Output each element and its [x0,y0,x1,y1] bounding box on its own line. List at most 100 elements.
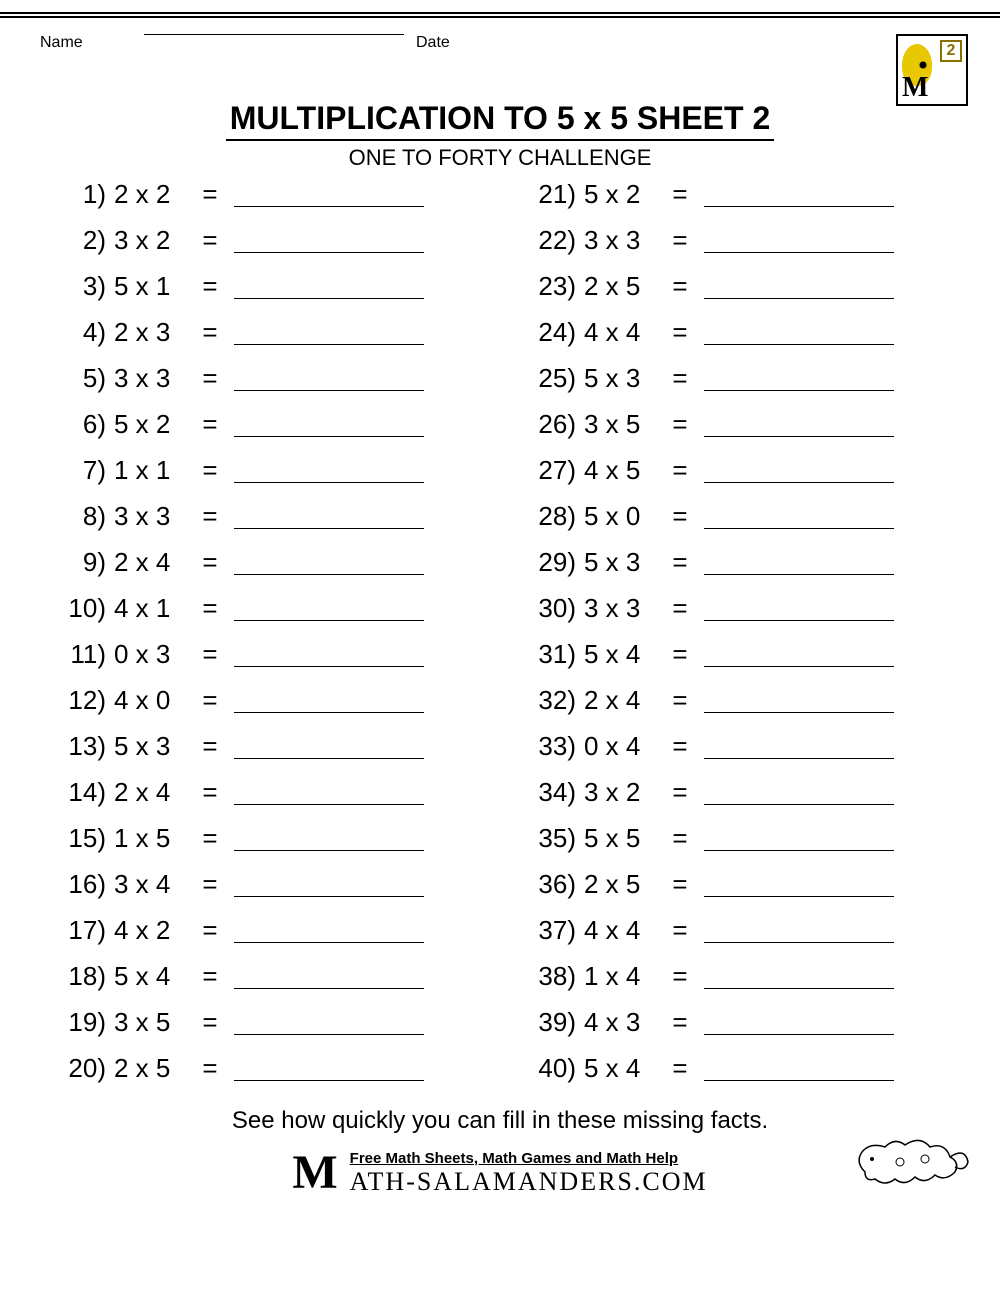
problem-expression: 2 x 4 [114,549,192,575]
problem-row: 5)3 x 3= [60,365,490,391]
equals-sign: = [662,779,698,805]
answer-blank[interactable] [704,187,894,207]
problem-expression: 0 x 3 [114,641,192,667]
problem-number: 5) [60,365,114,391]
answer-blank[interactable] [704,693,894,713]
equals-sign: = [192,411,228,437]
answer-blank[interactable] [704,1015,894,1035]
answer-blank[interactable] [234,923,424,943]
problem-row: 26)3 x 5= [530,411,960,437]
equals-sign: = [662,1009,698,1035]
answer-blank[interactable] [704,371,894,391]
answer-blank[interactable] [234,187,424,207]
equals-sign: = [192,273,228,299]
problem-number: 13) [60,733,114,759]
answer-blank[interactable] [704,279,894,299]
problem-expression: 4 x 2 [114,917,192,943]
problem-row: 7)1 x 1= [60,457,490,483]
badge-m-icon: M [902,74,928,102]
answer-blank[interactable] [234,739,424,759]
answer-blank[interactable] [234,555,424,575]
answer-blank[interactable] [704,325,894,345]
equals-sign: = [192,779,228,805]
problem-row: 17)4 x 2= [60,917,490,943]
problem-number: 16) [60,871,114,897]
answer-blank[interactable] [234,371,424,391]
answer-blank[interactable] [704,509,894,529]
answer-blank[interactable] [234,509,424,529]
answer-blank[interactable] [234,969,424,989]
header-row: Name Date 2 M [0,18,1000,106]
equals-sign: = [192,917,228,943]
equals-sign: = [662,825,698,851]
problem-number: 2) [60,227,114,253]
problem-expression: 3 x 3 [584,595,662,621]
problem-expression: 3 x 3 [584,227,662,253]
problem-row: 29)5 x 3= [530,549,960,575]
problem-number: 40) [530,1055,584,1081]
answer-blank[interactable] [704,739,894,759]
answer-blank[interactable] [234,463,424,483]
answer-blank[interactable] [704,1061,894,1081]
problem-row: 2)3 x 2= [60,227,490,253]
problem-expression: 4 x 0 [114,687,192,713]
equals-sign: = [192,963,228,989]
problem-expression: 0 x 4 [584,733,662,759]
problem-row: 39)4 x 3= [530,1009,960,1035]
title-block: MULTIPLICATION TO 5 x 5 SHEET 2 ONE TO F… [0,100,1000,171]
problem-expression: 2 x 4 [114,779,192,805]
problem-expression: 4 x 4 [584,319,662,345]
problem-expression: 3 x 5 [584,411,662,437]
answer-blank[interactable] [704,233,894,253]
answer-blank[interactable] [234,877,424,897]
answer-blank[interactable] [234,417,424,437]
answer-blank[interactable] [234,1015,424,1035]
answer-blank[interactable] [234,233,424,253]
answer-blank[interactable] [234,647,424,667]
problem-row: 31)5 x 4= [530,641,960,667]
answer-blank[interactable] [234,325,424,345]
problems-grid: 1)2 x 2=2)3 x 2=3)5 x 1=4)2 x 3=5)3 x 3=… [0,171,1000,1101]
answer-blank[interactable] [704,463,894,483]
problem-number: 8) [60,503,114,529]
answer-blank[interactable] [234,693,424,713]
equals-sign: = [192,319,228,345]
problems-column-left: 1)2 x 2=2)3 x 2=3)5 x 1=4)2 x 3=5)3 x 3=… [60,181,490,1101]
answer-blank[interactable] [704,831,894,851]
answer-blank[interactable] [234,601,424,621]
name-blank [144,34,404,35]
problem-row: 38)1 x 4= [530,963,960,989]
problem-row: 20)2 x 5= [60,1055,490,1081]
problem-row: 4)2 x 3= [60,319,490,345]
problem-expression: 5 x 4 [584,641,662,667]
answer-blank[interactable] [234,785,424,805]
answer-blank[interactable] [704,969,894,989]
problem-number: 11) [60,641,114,667]
problem-row: 3)5 x 1= [60,273,490,299]
equals-sign: = [192,365,228,391]
problem-expression: 5 x 5 [584,825,662,851]
equals-sign: = [662,411,698,437]
answer-blank[interactable] [234,279,424,299]
problem-row: 19)3 x 5= [60,1009,490,1035]
answer-blank[interactable] [704,555,894,575]
footer: M Free Math Sheets, Math Games and Math … [0,1149,1000,1227]
answer-blank[interactable] [234,1061,424,1081]
equals-sign: = [662,273,698,299]
problem-number: 12) [60,687,114,713]
problem-expression: 1 x 1 [114,457,192,483]
answer-blank[interactable] [704,601,894,621]
answer-blank[interactable] [704,647,894,667]
answer-blank[interactable] [704,785,894,805]
answer-blank[interactable] [704,923,894,943]
problem-expression: 5 x 3 [114,733,192,759]
equals-sign: = [192,1055,228,1081]
problem-expression: 3 x 2 [584,779,662,805]
problem-expression: 2 x 4 [584,687,662,713]
answer-blank[interactable] [234,831,424,851]
answer-blank[interactable] [704,877,894,897]
equals-sign: = [662,503,698,529]
problem-expression: 5 x 2 [114,411,192,437]
footer-website: ath-Salamanders.com [350,1167,708,1197]
answer-blank[interactable] [704,417,894,437]
